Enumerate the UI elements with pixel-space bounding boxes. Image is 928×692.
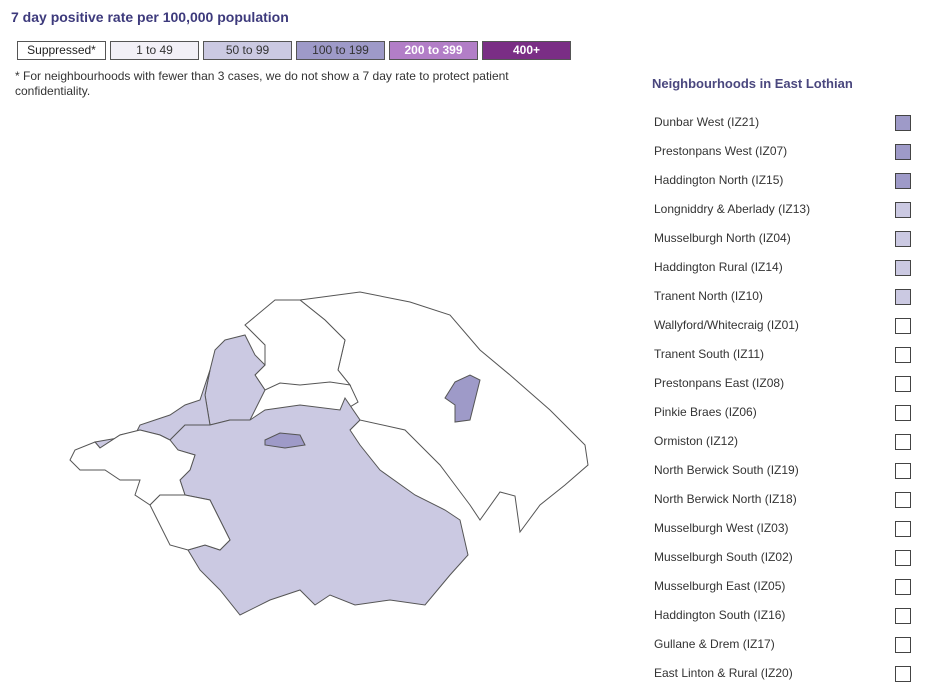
checkbox[interactable] xyxy=(895,289,911,305)
neighbourhood-item[interactable]: Gullane & Drem (IZ17) xyxy=(654,634,914,663)
neighbourhood-label: Wallyford/Whitecraig (IZ01) xyxy=(654,318,799,332)
checkbox[interactable] xyxy=(895,405,911,421)
checkbox[interactable] xyxy=(895,202,911,218)
checkbox[interactable] xyxy=(895,521,911,537)
neighbourhood-item[interactable]: Musselburgh North (IZ04) xyxy=(654,228,914,257)
neighbourhood-label: Haddington Rural (IZ14) xyxy=(654,260,783,274)
neighbourhood-label: Prestonpans East (IZ08) xyxy=(654,376,785,390)
title: 7 day positive rate per 100,000 populati… xyxy=(11,9,289,25)
legend-item[interactable]: 1 to 49 xyxy=(110,41,199,60)
neighbourhood-label: Tranent South (IZ11) xyxy=(654,347,765,361)
neighbourhood-label: Pinkie Braes (IZ06) xyxy=(654,405,757,419)
neighbourhood-label: Prestonpans West (IZ07) xyxy=(654,144,788,158)
neighbourhood-item[interactable]: Haddington North (IZ15) xyxy=(654,170,914,199)
checkbox[interactable] xyxy=(895,434,911,450)
neighbourhood-item[interactable]: Prestonpans East (IZ08) xyxy=(654,373,914,402)
checkbox[interactable] xyxy=(895,463,911,479)
checkbox[interactable] xyxy=(895,260,911,276)
checkbox[interactable] xyxy=(895,231,911,247)
checkbox[interactable] xyxy=(895,550,911,566)
neighbourhood-item[interactable]: Tranent South (IZ11) xyxy=(654,344,914,373)
checkbox[interactable] xyxy=(895,318,911,334)
neighbourhood-label: North Berwick North (IZ18) xyxy=(654,492,797,506)
neighbourhood-item[interactable]: Haddington South (IZ16) xyxy=(654,605,914,634)
neighbourhood-label: East Linton & Rural (IZ20) xyxy=(654,666,793,680)
neighbourhood-item[interactable]: North Berwick South (IZ19) xyxy=(654,460,914,489)
legend: Suppressed* 1 to 49 50 to 99 100 to 199 200 … xyxy=(17,41,571,60)
legend-item[interactable]: 200 to 399 xyxy=(389,41,478,60)
legend-item[interactable]: 50 to 99 xyxy=(203,41,292,60)
neighbourhood-label: Longniddry & Aberlady (IZ13) xyxy=(654,202,811,216)
neighbourhood-item[interactable]: Musselburgh West (IZ03) xyxy=(654,518,914,547)
neighbourhood-label: Dunbar West (IZ21) xyxy=(654,115,760,129)
neighbourhood-label: Ormiston (IZ12) xyxy=(654,434,739,448)
neighbourhood-item[interactable]: Haddington Rural (IZ14) xyxy=(654,257,914,286)
neighbourhood-item[interactable]: North Berwick North (IZ18) xyxy=(654,489,914,518)
checkbox[interactable] xyxy=(895,492,911,508)
checkbox[interactable] xyxy=(895,376,911,392)
neighbourhood-item[interactable]: Musselburgh East (IZ05) xyxy=(654,576,914,605)
neighbourhood-label: Musselburgh South (IZ02) xyxy=(654,550,793,564)
neighbourhood-label: Musselburgh West (IZ03) xyxy=(654,521,789,535)
checkbox[interactable] xyxy=(895,144,911,160)
neighbourhood-item[interactable]: Tranent North (IZ10) xyxy=(654,286,914,315)
neighbourhood-label: North Berwick South (IZ19) xyxy=(654,463,799,477)
checkbox[interactable] xyxy=(895,579,911,595)
legend-item[interactable]: Suppressed* xyxy=(17,41,106,60)
legend-item[interactable]: 100 to 199 xyxy=(296,41,385,60)
checkbox[interactable] xyxy=(895,173,911,189)
checkbox[interactable] xyxy=(895,608,911,624)
neighbourhood-item[interactable]: Musselburgh South (IZ02) xyxy=(654,547,914,576)
footnote: * For neighbourhoods with fewer than 3 c… xyxy=(15,69,509,98)
neighbourhood-item[interactable]: Dunbar West (IZ21) xyxy=(654,112,914,141)
neighbourhood-item[interactable]: East Linton & Rural (IZ20) xyxy=(654,663,914,692)
page: 7 day positive rate per 100,000 populati… xyxy=(11,9,911,682)
checkbox[interactable] xyxy=(895,115,911,131)
neighbourhood-list: Dunbar West (IZ21) Prestonpans West (IZ07… xyxy=(654,112,914,692)
neighbourhood-label: Gullane & Drem (IZ17) xyxy=(654,637,775,651)
neighbourhood-item[interactable]: Ormiston (IZ12) xyxy=(654,431,914,460)
neighbourhood-label: Haddington South (IZ16) xyxy=(654,608,786,622)
neighbourhood-item[interactable]: Longniddry & Aberlady (IZ13) xyxy=(654,199,914,228)
checkbox[interactable] xyxy=(895,666,911,682)
neighbourhood-item[interactable]: Wallyford/Whitecraig (IZ01) xyxy=(654,315,914,344)
neighbourhood-label: Musselburgh North (IZ04) xyxy=(654,231,791,245)
map xyxy=(69,291,589,616)
neighbourhood-item[interactable]: Prestonpans West (IZ07) xyxy=(654,141,914,170)
neighbourhood-item[interactable]: Pinkie Braes (IZ06) xyxy=(654,402,914,431)
neighbourhood-label: Tranent North (IZ10) xyxy=(654,289,763,303)
checkbox[interactable] xyxy=(895,347,911,363)
sidebar-title: Neighbourhoods in East Lothian xyxy=(652,76,853,91)
legend-item[interactable]: 400+ xyxy=(482,41,571,60)
checkbox[interactable] xyxy=(895,637,911,653)
neighbourhood-label: Haddington North (IZ15) xyxy=(654,173,784,187)
neighbourhood-label: Musselburgh East (IZ05) xyxy=(654,579,786,593)
